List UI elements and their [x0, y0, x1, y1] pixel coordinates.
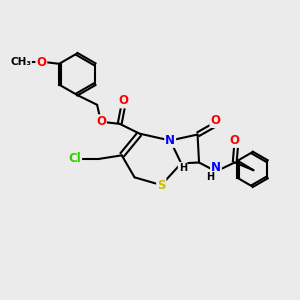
- Text: O: O: [230, 134, 240, 147]
- Text: Cl: Cl: [68, 152, 81, 165]
- Text: H: H: [178, 163, 187, 173]
- Text: N: N: [165, 134, 175, 147]
- Text: O: O: [36, 56, 46, 69]
- Text: H: H: [207, 172, 215, 182]
- Text: O: O: [118, 94, 128, 107]
- Text: O: O: [210, 114, 220, 127]
- Text: S: S: [157, 178, 166, 192]
- Text: N: N: [211, 161, 221, 174]
- Text: O: O: [96, 115, 106, 128]
- Text: CH₃: CH₃: [10, 57, 31, 67]
